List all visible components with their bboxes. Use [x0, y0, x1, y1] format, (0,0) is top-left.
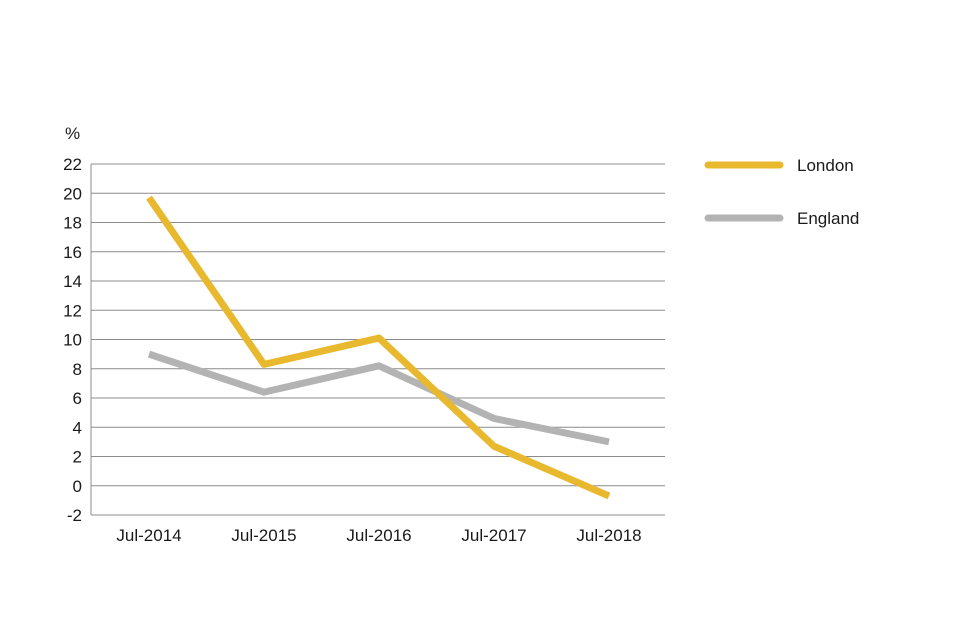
y-tick-label: 16: [63, 243, 82, 262]
x-tick-label: Jul-2017: [461, 526, 526, 545]
legend-label-london: London: [797, 156, 854, 175]
y-tick-label: 4: [73, 418, 82, 437]
x-axis-ticks: Jul-2014 Jul-2015 Jul-2016 Jul-2017 Jul-2018: [116, 526, 641, 545]
y-tick-label: 6: [73, 389, 82, 408]
x-tick-label: Jul-2014: [116, 526, 181, 545]
x-tick-label: Jul-2015: [231, 526, 296, 545]
y-tick-label: 18: [63, 214, 82, 233]
x-tick-label: Jul-2018: [576, 526, 641, 545]
y-tick-label: 20: [63, 184, 82, 203]
y-axis-unit-label: %: [65, 124, 80, 143]
series-line-london: [146, 195, 611, 500]
y-tick-label: 2: [73, 448, 82, 467]
y-tick-label: 12: [63, 301, 82, 320]
series-lines: [146, 195, 611, 500]
y-tick-label: 8: [73, 360, 82, 379]
y-tick-label: 14: [63, 272, 82, 291]
legend: London England: [704, 156, 859, 228]
x-tick-label: Jul-2016: [346, 526, 411, 545]
legend-label-england: England: [797, 209, 859, 228]
series-line-england: [147, 350, 610, 446]
y-tick-label: 0: [73, 477, 82, 496]
y-tick-label: 22: [63, 155, 82, 174]
y-tick-label: -2: [67, 506, 82, 525]
gridlines: [90, 163, 665, 516]
y-tick-label: 10: [63, 331, 82, 350]
